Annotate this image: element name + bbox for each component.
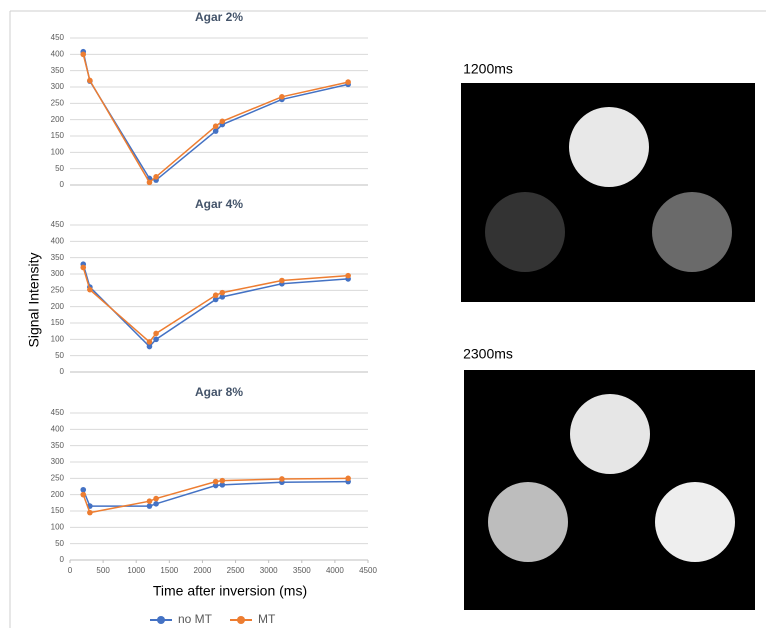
data-point bbox=[80, 265, 86, 271]
y-tick-label: 350 bbox=[51, 441, 65, 450]
x-tick-label: 3000 bbox=[260, 566, 278, 575]
x-tick-label: 4500 bbox=[359, 566, 377, 575]
y-tick-label: 50 bbox=[55, 351, 64, 360]
data-point bbox=[147, 180, 153, 186]
x-tick-label: 2500 bbox=[227, 566, 245, 575]
data-point bbox=[279, 476, 285, 482]
x-tick-label: 3500 bbox=[293, 566, 311, 575]
y-tick-label: 250 bbox=[51, 473, 65, 482]
data-point bbox=[279, 94, 285, 100]
x-tick-label: 0 bbox=[68, 566, 73, 575]
y-tick-label: 150 bbox=[51, 506, 65, 515]
y-tick-label: 50 bbox=[55, 164, 64, 173]
data-point bbox=[153, 174, 159, 180]
y-tick-label: 100 bbox=[51, 147, 65, 156]
y-tick-label: 150 bbox=[51, 318, 65, 327]
image-title: 1200ms bbox=[463, 61, 513, 77]
legend-marker bbox=[237, 616, 245, 624]
chart-title: Agar 4% bbox=[195, 197, 243, 211]
phantom bbox=[488, 482, 568, 562]
data-point bbox=[279, 278, 285, 284]
data-point bbox=[220, 119, 226, 125]
x-tick-label: 4000 bbox=[326, 566, 344, 575]
x-tick-label: 1000 bbox=[127, 566, 145, 575]
y-tick-label: 100 bbox=[51, 522, 65, 531]
y-tick-label: 250 bbox=[51, 98, 65, 107]
y-tick-label: 0 bbox=[60, 555, 65, 564]
y-tick-label: 350 bbox=[51, 253, 65, 262]
x-axis-label: Time after inversion (ms) bbox=[153, 583, 307, 599]
data-point bbox=[345, 476, 351, 482]
phantom bbox=[655, 482, 735, 562]
y-tick-label: 450 bbox=[51, 33, 65, 42]
x-tick-label: 1500 bbox=[160, 566, 178, 575]
data-point bbox=[153, 496, 159, 502]
data-point bbox=[220, 290, 226, 296]
y-tick-label: 200 bbox=[51, 302, 65, 311]
series-line bbox=[83, 267, 348, 341]
data-point bbox=[87, 287, 93, 293]
data-point bbox=[80, 492, 86, 498]
chart-title: Agar 2% bbox=[195, 10, 243, 24]
phantom bbox=[652, 192, 732, 272]
figure: Signal Intensity Time after inversion (m… bbox=[0, 0, 766, 628]
data-point bbox=[345, 273, 351, 279]
y-axis-label: Signal Intensity bbox=[26, 253, 42, 348]
series-line bbox=[83, 54, 348, 182]
y-tick-label: 0 bbox=[60, 367, 65, 376]
y-tick-label: 450 bbox=[51, 220, 65, 229]
y-tick-label: 450 bbox=[51, 408, 65, 417]
x-tick-label: 2000 bbox=[194, 566, 212, 575]
legend-marker bbox=[157, 616, 165, 624]
y-tick-label: 400 bbox=[51, 424, 65, 433]
y-tick-label: 0 bbox=[60, 180, 65, 189]
data-point bbox=[147, 498, 153, 504]
data-point bbox=[213, 128, 219, 134]
data-point bbox=[80, 487, 86, 493]
data-point bbox=[153, 331, 159, 337]
y-tick-label: 350 bbox=[51, 66, 65, 75]
data-point bbox=[87, 78, 93, 84]
phantom bbox=[569, 107, 649, 187]
data-point bbox=[153, 337, 159, 343]
legend-label: MT bbox=[258, 612, 276, 626]
y-tick-label: 200 bbox=[51, 115, 65, 124]
y-tick-label: 400 bbox=[51, 49, 65, 58]
data-point bbox=[147, 339, 153, 345]
x-tick-label: 500 bbox=[96, 566, 110, 575]
data-point bbox=[213, 479, 219, 485]
series-line bbox=[83, 264, 348, 346]
data-point bbox=[147, 503, 153, 509]
y-tick-label: 300 bbox=[51, 269, 65, 278]
legend-label: no MT bbox=[178, 612, 213, 626]
data-point bbox=[153, 501, 159, 507]
y-tick-label: 300 bbox=[51, 82, 65, 91]
data-point bbox=[80, 52, 86, 58]
y-tick-label: 250 bbox=[51, 285, 65, 294]
y-tick-label: 400 bbox=[51, 236, 65, 245]
y-tick-label: 50 bbox=[55, 539, 64, 548]
image-title: 2300ms bbox=[463, 346, 513, 362]
data-point bbox=[213, 292, 219, 298]
data-point bbox=[345, 79, 351, 85]
data-point bbox=[213, 123, 219, 129]
y-tick-label: 300 bbox=[51, 457, 65, 466]
y-tick-label: 200 bbox=[51, 490, 65, 499]
phantom bbox=[570, 394, 650, 474]
y-tick-label: 100 bbox=[51, 334, 65, 343]
phantom bbox=[485, 192, 565, 272]
chart-title: Agar 8% bbox=[195, 385, 243, 399]
data-point bbox=[220, 478, 226, 484]
data-point bbox=[87, 510, 93, 516]
y-tick-label: 150 bbox=[51, 131, 65, 140]
